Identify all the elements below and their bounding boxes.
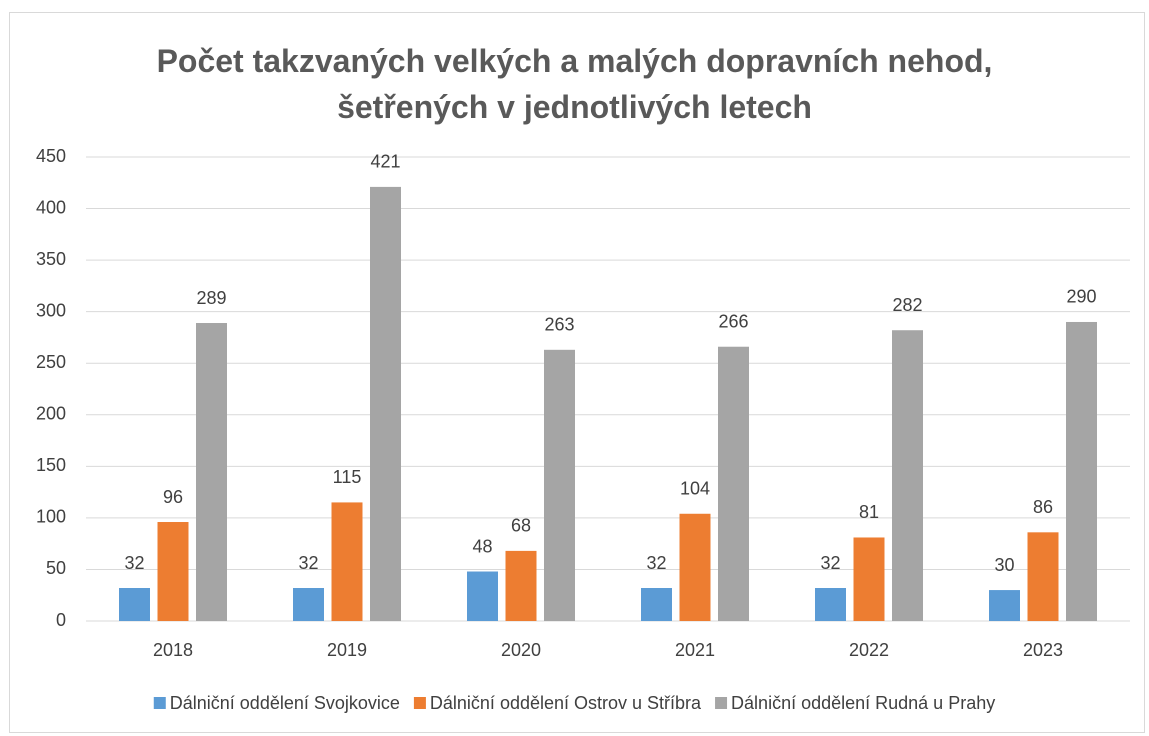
- data-label: 263: [544, 315, 574, 335]
- bar: [641, 588, 672, 621]
- data-label: 115: [333, 467, 362, 487]
- legend: Dálniční oddělení Svojkovice Dálniční odd…: [153, 693, 995, 713]
- bar: [1066, 321, 1097, 621]
- y-tick-label: 100: [36, 507, 66, 527]
- bar: [544, 349, 575, 621]
- data-label: 282: [892, 295, 922, 315]
- bar: [1027, 532, 1059, 621]
- data-label: 104: [680, 479, 710, 499]
- y-tick-label: 0: [56, 610, 66, 630]
- data-label: 32: [646, 553, 666, 573]
- y-tick-label: 400: [36, 197, 66, 217]
- bar: [853, 537, 885, 621]
- bar: [119, 588, 150, 621]
- data-label: 32: [124, 553, 144, 573]
- x-tick-label: 2021: [675, 640, 715, 660]
- bar: [467, 571, 498, 621]
- y-tick-label: 50: [46, 558, 66, 578]
- data-label: 86: [1033, 497, 1053, 517]
- bar: [157, 522, 189, 621]
- data-label: 32: [298, 553, 318, 573]
- x-tick-label: 2023: [1023, 640, 1063, 660]
- x-tick-label: 2019: [327, 640, 367, 660]
- bar: [989, 590, 1020, 621]
- bar: [718, 346, 749, 621]
- y-tick-label: 200: [36, 404, 66, 424]
- bar: [679, 513, 711, 621]
- y-tick-label: 300: [36, 300, 66, 320]
- bar: [370, 186, 401, 621]
- bar: [293, 588, 324, 621]
- legend-swatch: [413, 697, 426, 709]
- bar: [815, 588, 846, 621]
- data-label: 289: [196, 288, 226, 308]
- data-label: 290: [1066, 287, 1096, 307]
- legend-label: Dálniční oddělení Svojkovice: [170, 693, 400, 713]
- bar: [505, 550, 537, 621]
- data-label: 32: [820, 553, 840, 573]
- data-label: 266: [718, 311, 748, 331]
- x-tick-label: 2018: [153, 640, 193, 660]
- x-tick-label: 2022: [849, 640, 889, 660]
- data-label: 48: [472, 536, 492, 556]
- data-label: 81: [859, 502, 879, 522]
- data-label: 96: [163, 487, 183, 507]
- bar: [331, 502, 363, 621]
- x-tick-label: 2020: [501, 640, 541, 660]
- y-tick-label: 450: [36, 146, 66, 166]
- legend-label: Dálniční oddělení Rudná u Prahy: [731, 693, 995, 713]
- data-label: 30: [994, 555, 1014, 575]
- legend-label: Dálniční oddělení Ostrov u Stříbra: [430, 693, 702, 713]
- y-tick-label: 350: [36, 249, 66, 269]
- data-label: 68: [511, 516, 531, 536]
- y-tick-label: 250: [36, 352, 66, 372]
- data-label: 421: [370, 152, 400, 172]
- bar: [196, 323, 227, 621]
- legend-swatch: [715, 697, 728, 709]
- chart-title: Počet takzvaných velkých a malých doprav…: [156, 43, 993, 125]
- bar: [892, 330, 923, 621]
- legend-swatch: [153, 697, 166, 709]
- y-tick-label: 150: [36, 455, 66, 475]
